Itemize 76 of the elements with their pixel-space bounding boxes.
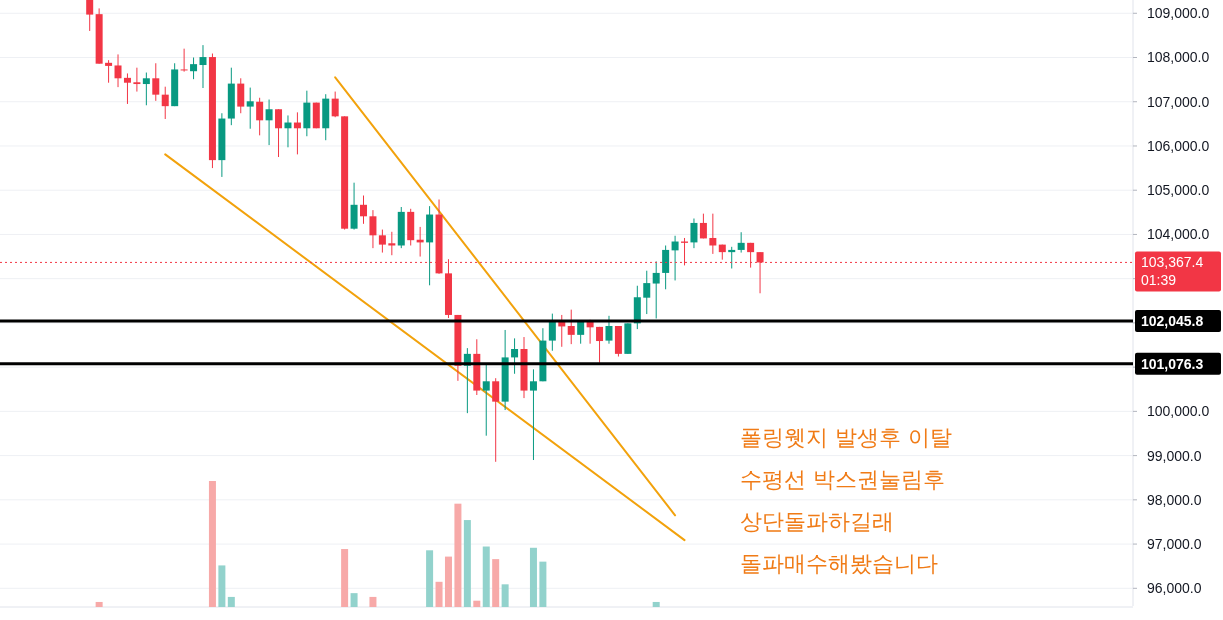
candlestick bbox=[133, 67, 141, 93]
candlestick bbox=[709, 213, 717, 255]
candlestick bbox=[699, 213, 707, 239]
y-tick-label: 98,000.0 bbox=[1147, 491, 1202, 508]
bar bbox=[652, 601, 660, 607]
bar bbox=[501, 584, 509, 607]
ref-line-label: 102,045.8 bbox=[1141, 312, 1204, 329]
candlestick bbox=[596, 326, 604, 364]
y-tick-label: 106,000.0 bbox=[1147, 137, 1210, 154]
ref-line-label: 103,367.4 01:39 bbox=[1141, 254, 1204, 289]
candlestick bbox=[728, 246, 736, 269]
candlestick bbox=[237, 77, 245, 114]
candlestick bbox=[161, 86, 169, 120]
annotation: 상단돌파하길래 bbox=[740, 508, 894, 534]
bar bbox=[208, 481, 216, 607]
candlestick bbox=[482, 364, 490, 437]
candlestick bbox=[114, 53, 122, 88]
candlestick bbox=[142, 72, 150, 106]
candlestick bbox=[492, 377, 500, 463]
bar bbox=[227, 596, 235, 607]
candlestick bbox=[737, 231, 745, 254]
candlestick bbox=[246, 87, 254, 130]
bar bbox=[539, 561, 547, 607]
y-tick-label: 104,000.0 bbox=[1147, 226, 1210, 243]
y-tick-label: 100,000.0 bbox=[1147, 403, 1210, 420]
y-tick-label: 96,000.0 bbox=[1147, 580, 1202, 597]
ref-line-label: 101,076.3 bbox=[1141, 355, 1204, 372]
candlestick bbox=[105, 59, 113, 84]
bar bbox=[463, 520, 471, 607]
candlestick bbox=[671, 235, 679, 281]
y-tick-label: 99,000.0 bbox=[1147, 447, 1202, 464]
candlestick bbox=[265, 99, 273, 146]
candlestick bbox=[529, 368, 537, 461]
candlestick bbox=[123, 72, 131, 105]
candlestick bbox=[331, 91, 339, 118]
y-tick-label: 109,000.0 bbox=[1147, 5, 1210, 22]
candlestick bbox=[388, 231, 396, 256]
candlestick bbox=[690, 218, 698, 249]
annotation: 수평선 박스권눌림후 bbox=[740, 466, 945, 492]
bar bbox=[444, 556, 452, 607]
annotation: 폴링웻지 발생후 이탈 bbox=[740, 424, 952, 450]
annotation: 돌파매수해봤습니다 bbox=[740, 550, 938, 576]
bar bbox=[369, 596, 377, 607]
bar bbox=[95, 601, 103, 607]
bar bbox=[341, 549, 349, 607]
bar bbox=[435, 581, 443, 607]
candlestick bbox=[605, 315, 613, 345]
bar bbox=[492, 559, 500, 607]
candlestick bbox=[256, 97, 264, 136]
bar bbox=[482, 546, 490, 607]
candlestick bbox=[190, 57, 198, 80]
bar bbox=[218, 565, 226, 607]
candlestick bbox=[369, 209, 377, 249]
y-tick-label: 108,000.0 bbox=[1147, 49, 1210, 66]
candlestick bbox=[378, 229, 386, 254]
candlestick bbox=[86, 0, 94, 32]
bar bbox=[473, 600, 481, 607]
candlestick bbox=[652, 260, 660, 319]
candlestick bbox=[350, 182, 358, 231]
candlestick bbox=[275, 108, 283, 158]
y-tick-label: 97,000.0 bbox=[1147, 535, 1202, 552]
candlestick bbox=[662, 245, 670, 290]
y-tick-label: 107,000.0 bbox=[1147, 93, 1210, 110]
candlestick bbox=[643, 270, 651, 315]
y-tick-label: 105,000.0 bbox=[1147, 182, 1210, 199]
bar bbox=[426, 550, 434, 607]
candlestick bbox=[152, 62, 160, 102]
bar bbox=[350, 593, 358, 607]
candlestick bbox=[199, 44, 207, 89]
candlestick bbox=[360, 195, 367, 225]
bar bbox=[529, 547, 537, 607]
candlestick bbox=[548, 313, 556, 352]
bar bbox=[454, 503, 462, 607]
candlestick bbox=[511, 337, 519, 375]
candlestick bbox=[567, 309, 575, 345]
candlestick bbox=[180, 48, 188, 73]
